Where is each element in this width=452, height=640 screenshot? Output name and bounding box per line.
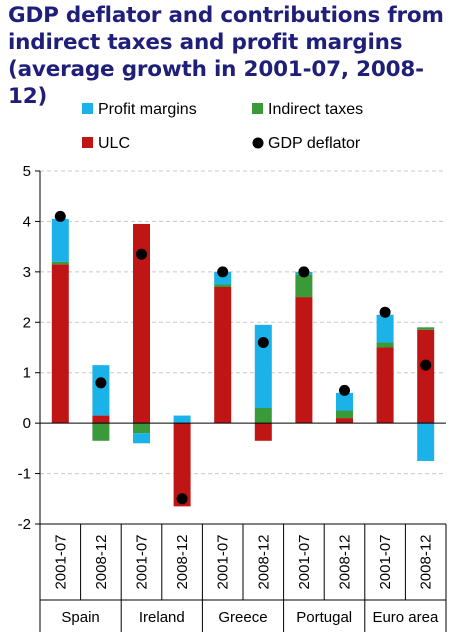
chart-title: GDP deflator and contributions from indi… xyxy=(8,3,444,109)
y-tick-label: 1 xyxy=(23,365,31,382)
bar-ulc xyxy=(214,286,232,424)
legend-marker-gdp-deflator xyxy=(252,137,264,149)
axes xyxy=(35,170,447,632)
x-tick-label: 2001-07 xyxy=(215,534,232,589)
bar-indirect-taxes xyxy=(417,327,435,330)
bar-indirect-taxes xyxy=(295,274,313,298)
bars xyxy=(51,218,435,507)
gdp-deflator-point xyxy=(420,359,432,371)
bar-ulc xyxy=(336,418,353,424)
bar-indirect-taxes xyxy=(133,423,150,434)
x-tick-label: 2008-12 xyxy=(93,534,110,589)
group-label: Portugal xyxy=(296,609,352,626)
bar-profit-margins xyxy=(417,423,435,461)
legend-label: GDP deflator xyxy=(268,135,361,152)
x-tick-label: 2001-07 xyxy=(134,534,151,589)
x-tick-label: 2001-07 xyxy=(296,534,313,589)
bar-profit-margins xyxy=(173,415,191,424)
x-tick-label: 2008-12 xyxy=(418,534,435,589)
markers xyxy=(54,210,432,505)
legend-label: Indirect taxes xyxy=(268,101,363,118)
gdp-deflator-point xyxy=(95,377,107,389)
bar-ulc xyxy=(92,415,110,424)
x-tick-label: 2008-12 xyxy=(174,534,191,589)
bar-profit-margins xyxy=(376,314,394,343)
bar-indirect-taxes xyxy=(214,284,232,287)
bar-profit-margins xyxy=(336,392,353,411)
x-tick-label: 2008-12 xyxy=(337,534,354,589)
bar-ulc xyxy=(295,297,313,424)
legend-swatch-ulc xyxy=(82,137,93,148)
x-tick-label: 2001-07 xyxy=(52,534,69,589)
legend: Profit margins Indirect taxes ULC GDP defla… xyxy=(82,101,363,152)
gdp-deflator-point xyxy=(54,210,66,222)
bar-profit-margins xyxy=(133,433,150,444)
bar-profit-margins xyxy=(92,365,110,416)
bar-ulc xyxy=(417,329,435,424)
x-tick-label: 2001-07 xyxy=(377,534,394,589)
gdp-deflator-point xyxy=(176,493,188,505)
bar-indirect-taxes xyxy=(336,410,353,419)
bar-indirect-taxes xyxy=(254,408,272,424)
bar-indirect-taxes xyxy=(51,261,69,265)
x-category-labels: 2001-07 2008-12 2001-07 2008-12 2001-07 2008-… xyxy=(52,534,439,626)
y-tick-labels: -2 -1 0 1 2 3 4 5 xyxy=(18,163,31,533)
y-tick-label: 5 xyxy=(23,163,31,180)
bar-ulc xyxy=(173,423,191,507)
bar-profit-margins xyxy=(51,218,69,262)
y-tick-label: -1 xyxy=(18,466,31,483)
gdp-deflator-point xyxy=(339,384,350,396)
group-label: Ireland xyxy=(139,609,185,626)
y-tick-label: 2 xyxy=(23,314,31,331)
bar-ulc xyxy=(133,223,150,424)
group-label: Euro area xyxy=(372,609,439,626)
legend-label: ULC xyxy=(98,135,130,152)
gdp-deflator-point xyxy=(257,336,269,348)
bar-indirect-taxes xyxy=(376,342,394,348)
group-label: Greece xyxy=(218,609,267,626)
bar-ulc xyxy=(254,423,272,441)
gdp-deflator-point xyxy=(217,266,229,278)
y-tick-label: -2 xyxy=(18,516,31,533)
group-label: Spain xyxy=(61,609,99,626)
x-tick-label: 2008-12 xyxy=(255,534,272,589)
legend-swatch-profit-margins xyxy=(82,103,93,114)
legend-label: Profit margins xyxy=(98,101,197,118)
gdp-deflator-point xyxy=(298,266,310,278)
bar-ulc xyxy=(376,347,394,424)
y-tick-label: 4 xyxy=(23,213,31,230)
y-tick-label: 3 xyxy=(23,264,31,281)
bar-indirect-taxes xyxy=(92,423,110,441)
gdp-deflator-point xyxy=(136,248,147,260)
gdp-deflator-point xyxy=(379,306,391,318)
legend-swatch-indirect-taxes xyxy=(252,103,263,114)
y-tick-label: 0 xyxy=(23,415,31,432)
bar-ulc xyxy=(51,264,69,424)
